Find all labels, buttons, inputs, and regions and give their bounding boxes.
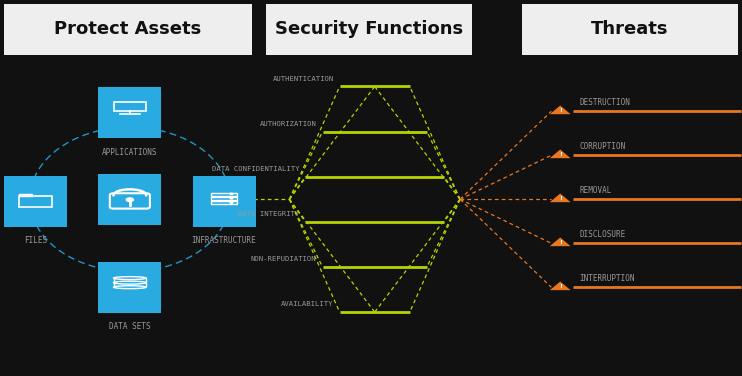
- FancyBboxPatch shape: [98, 174, 162, 225]
- Text: DISCLOSURE: DISCLOSURE: [580, 230, 626, 239]
- Text: !: !: [559, 284, 562, 289]
- Text: AUTHENTICATION: AUTHENTICATION: [272, 76, 334, 82]
- FancyBboxPatch shape: [98, 262, 162, 313]
- Polygon shape: [550, 282, 571, 290]
- FancyBboxPatch shape: [4, 4, 252, 55]
- Text: !: !: [559, 108, 562, 113]
- Text: DESTRUCTION: DESTRUCTION: [580, 98, 631, 107]
- FancyBboxPatch shape: [266, 4, 472, 55]
- FancyBboxPatch shape: [4, 176, 67, 226]
- Text: !: !: [559, 196, 562, 201]
- Text: !: !: [559, 152, 562, 157]
- FancyBboxPatch shape: [193, 176, 256, 226]
- Text: DATA CONFIDENTIALITY: DATA CONFIDENTIALITY: [212, 166, 300, 172]
- Text: DATA SETS: DATA SETS: [109, 323, 151, 331]
- FancyBboxPatch shape: [98, 88, 162, 138]
- Text: Protect Assets: Protect Assets: [54, 20, 202, 38]
- Text: REMOVAL: REMOVAL: [580, 186, 612, 195]
- Text: APPLICATIONS: APPLICATIONS: [102, 148, 157, 156]
- Circle shape: [230, 202, 233, 203]
- Text: NON-REPUDIATION: NON-REPUDIATION: [251, 256, 317, 262]
- Polygon shape: [550, 194, 571, 202]
- Text: FILES: FILES: [24, 236, 47, 245]
- Circle shape: [230, 193, 233, 194]
- Text: AVAILABILITY: AVAILABILITY: [281, 301, 334, 307]
- Text: DATA INTEGRITY: DATA INTEGRITY: [238, 211, 300, 217]
- Text: !: !: [559, 240, 562, 245]
- Circle shape: [126, 198, 134, 202]
- FancyBboxPatch shape: [522, 4, 738, 55]
- Text: Security Functions: Security Functions: [275, 20, 463, 38]
- Polygon shape: [550, 238, 571, 246]
- Text: INFRASTRUCTURE: INFRASTRUCTURE: [191, 236, 257, 245]
- Circle shape: [230, 197, 233, 199]
- Polygon shape: [550, 150, 571, 158]
- Text: AUTHORIZATION: AUTHORIZATION: [260, 121, 317, 127]
- Polygon shape: [550, 106, 571, 114]
- Text: Threats: Threats: [591, 20, 669, 38]
- Text: CORRUPTION: CORRUPTION: [580, 142, 626, 151]
- Text: INTERRUPTION: INTERRUPTION: [580, 274, 635, 283]
